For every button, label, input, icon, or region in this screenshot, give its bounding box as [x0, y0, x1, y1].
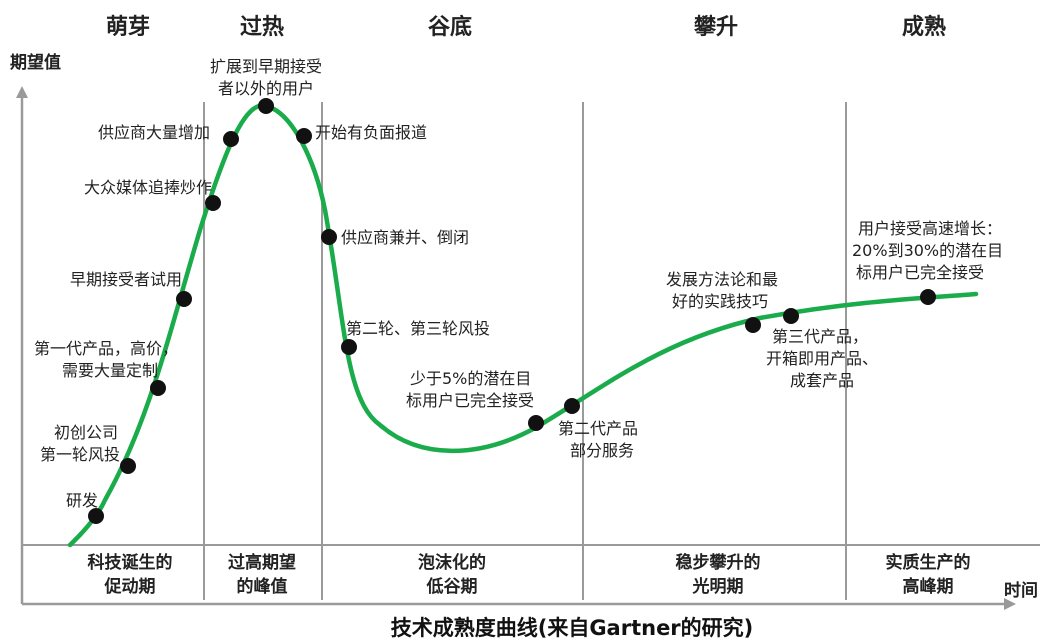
annotation-3-line2: 需要大量定制 — [62, 361, 158, 380]
phase-bottom-1-line1: 科技诞生的 — [88, 552, 173, 573]
dot-7 — [258, 98, 274, 114]
phase-bottom-4-line2: 光明期 — [692, 576, 744, 597]
phase-top-1: 萌芽 — [106, 15, 150, 40]
annotation-11-line2: 标用户已完全接受 — [406, 391, 534, 410]
phase-bottom-5-line1: 实质生产的 — [886, 552, 971, 573]
annotation-14-line3: 成套产品 — [790, 371, 854, 390]
diagram-title: 技术成熟度曲线(来自Gartner的研究) — [391, 616, 754, 640]
phase-bottom-3-line1: 泡沫化的 — [418, 552, 486, 573]
annotation-7-line2: 者以外的用户 — [218, 79, 314, 98]
dot-14 — [783, 308, 799, 324]
annotation-4: 早期接受者试用 — [70, 270, 182, 289]
dot-6 — [223, 131, 239, 147]
annotation-9: 供应商兼并、倒闭 — [341, 228, 469, 247]
annotation-2-line2: 第一轮风投 — [40, 445, 120, 464]
dot-2 — [120, 458, 136, 474]
y-axis-label: 期望值 — [10, 52, 61, 73]
hype-curve — [67, 103, 979, 548]
phase-top-2: 过热 — [240, 14, 284, 40]
annotation-15-line3: 标用户已完全接受 — [856, 263, 984, 282]
phase-bottom-2-line2: 的峰值 — [237, 576, 288, 597]
annotation-3-line1: 第一代产品，高价， — [34, 339, 178, 358]
annotation-5: 大众媒体追捧炒作 — [84, 178, 212, 197]
dot-9 — [321, 229, 337, 245]
dot-15 — [920, 289, 936, 305]
dot-1 — [88, 508, 104, 524]
dot-10 — [341, 339, 357, 355]
phase-bottom-3-line2: 低谷期 — [426, 576, 478, 597]
phase-bottom-2-line1: 过高期望 — [228, 552, 296, 573]
annotation-14-line2: 开箱即用产品、 — [766, 349, 878, 368]
phase-top-5: 成熟 — [902, 14, 946, 40]
phase-top-3: 谷底 — [428, 14, 472, 40]
annotation-6: 供应商大量增加 — [98, 123, 210, 142]
dot-3 — [150, 380, 166, 396]
annotation-12-line1: 第二代产品 — [558, 419, 638, 438]
annotation-7-line1: 扩展到早期接受 — [210, 57, 322, 76]
annotation-14-line1: 第三代产品， — [772, 327, 868, 346]
dot-4 — [176, 291, 192, 307]
dot-13 — [745, 317, 761, 333]
annotation-2-line1: 初创公司 — [54, 423, 118, 442]
annotation-13-line1: 发展方法论和最 — [666, 270, 778, 289]
annotation-13-line2: 好的实践技巧 — [672, 292, 768, 311]
annotation-1: 研发 — [66, 491, 98, 510]
annotation-15-line2: 20%到30%的潜在目 — [852, 241, 1003, 260]
phase-bottom-1-line2: 促动期 — [104, 576, 156, 597]
annotation-15-line1: 用户接受高速增长： — [858, 219, 1002, 238]
annotation-12-line2: 部分服务 — [570, 441, 634, 460]
annotation-10: 第二轮、第三轮风投 — [346, 319, 490, 338]
annotation-8: 开始有负面报道 — [315, 123, 427, 142]
phase-bottom-5-line2: 高峰期 — [903, 576, 954, 597]
annotation-11-line1: 少于5%的潜在目 — [410, 369, 531, 388]
dot-12 — [564, 398, 580, 414]
dot-11 — [528, 415, 544, 431]
dot-8 — [296, 128, 312, 144]
x-axis-label: 时间 — [1004, 580, 1038, 601]
phase-top-4: 攀升 — [693, 15, 738, 40]
dot-5 — [205, 195, 221, 211]
phase-bottom-4-line1: 稳步攀升的 — [676, 552, 761, 573]
